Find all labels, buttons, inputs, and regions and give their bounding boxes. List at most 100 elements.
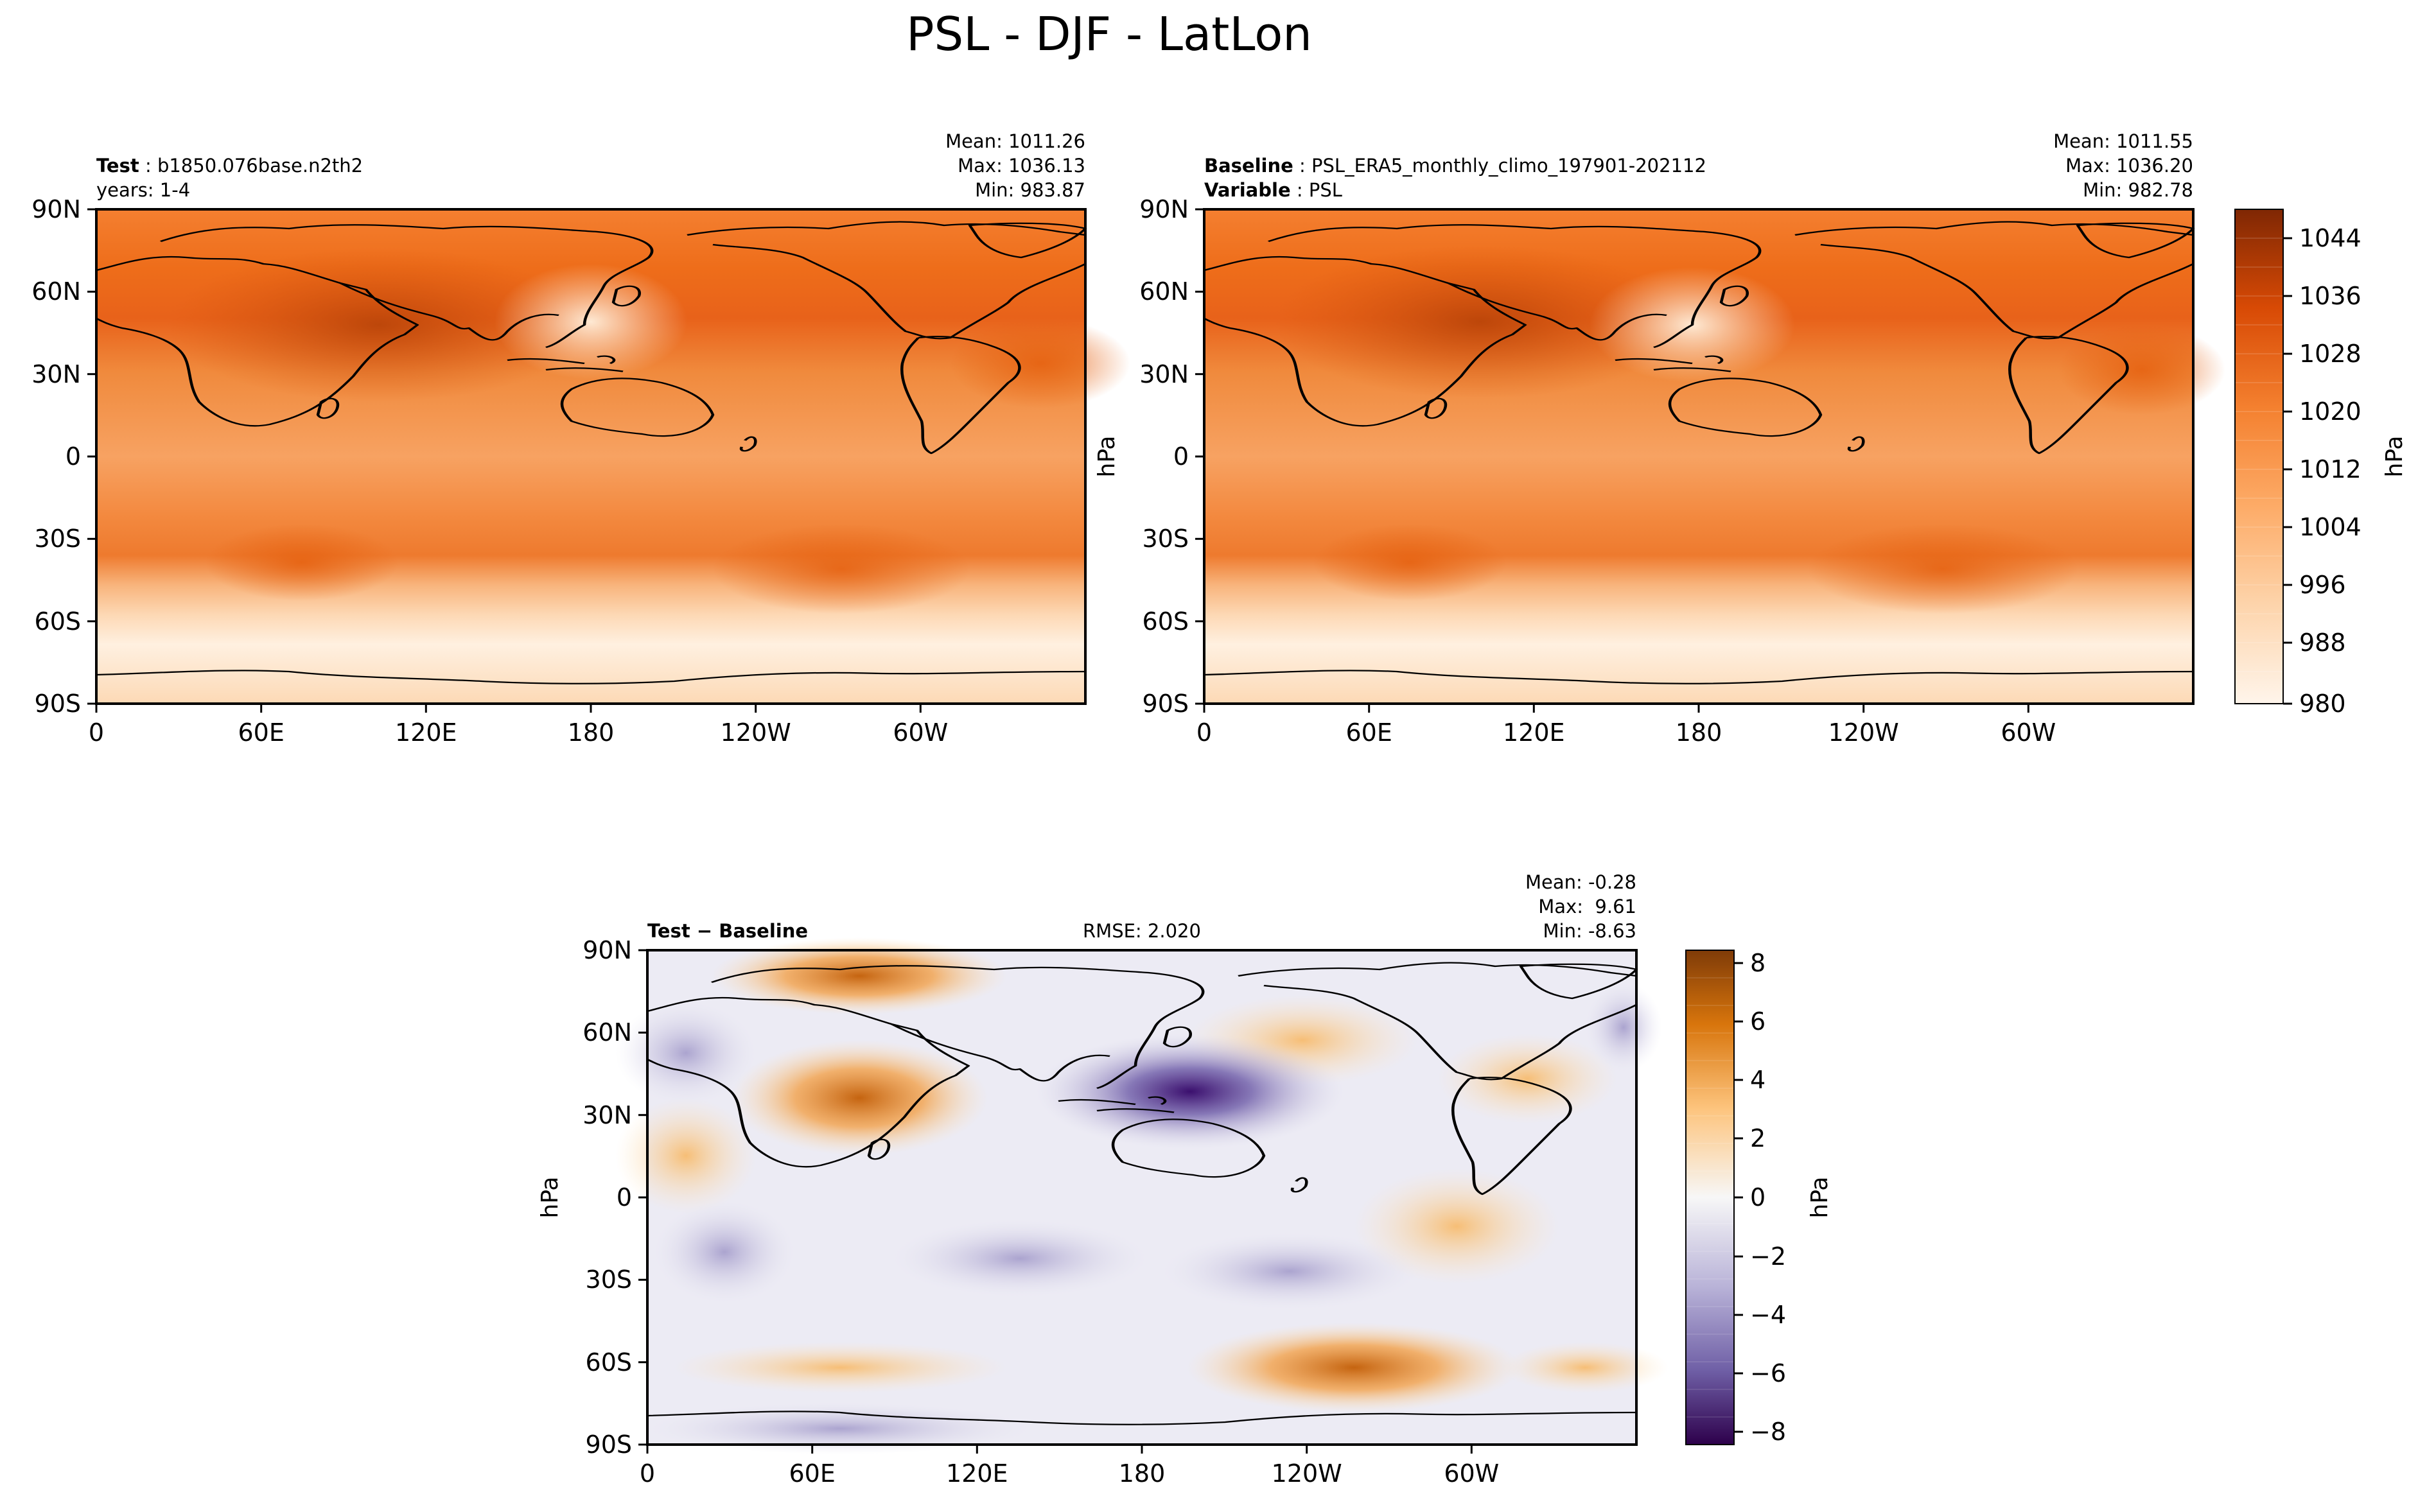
diff-x-axis	[646, 1445, 1473, 1454]
diff-arctic-positive	[712, 937, 1007, 1014]
test-x-tick-label: 60E	[238, 718, 285, 747]
test-x-tick-label: 60W	[893, 718, 948, 747]
diff-so-positive-2	[673, 1342, 1007, 1393]
colorbar-main-tick-label: 996	[2299, 571, 2346, 599]
diff-stat-min: Min: -8.63	[1543, 920, 1636, 942]
test-panel: 0 60E 120E 180 120W 60W 90N 60N 30N 0 30…	[31, 130, 1130, 747]
test-y-tick-label: 60S	[35, 607, 81, 636]
colorbar-main-tick-label: 1028	[2299, 340, 2361, 368]
colorbar-main-tick-label: 1020	[2299, 397, 2361, 426]
baseline-panel: 0 60E 120E 180 120W 60W 90N 60N 30N 0 30…	[1094, 130, 2225, 747]
baseline-y-tick-label: 90N	[1139, 195, 1189, 223]
test-x-tick-label: 0	[89, 718, 104, 747]
baseline-y-tick-label: 60N	[1139, 277, 1189, 306]
baseline-x-tick-label: 180	[1676, 718, 1722, 747]
colorbar-main-tick-label: 1036	[2299, 282, 2361, 310]
diff-atl-positive	[1437, 1034, 1617, 1124]
baseline-y-tick-label: 30S	[1143, 525, 1189, 553]
test-y-tick-label: 30S	[35, 525, 81, 553]
figure-title: PSL - DJF - LatLon	[906, 7, 1312, 61]
baseline-ylabel: hPa	[1094, 436, 1120, 478]
colorbar-diff-tick-label: 2	[1750, 1124, 1765, 1152]
baseline-stat-mean: Mean: 1011.55	[2053, 130, 2193, 152]
colorbar-main-tick-label: 1044	[2299, 224, 2361, 252]
diff-x-tick-label: 120W	[1272, 1459, 1342, 1488]
diff-x-tick-label: 60W	[1444, 1459, 1499, 1488]
diff-rmse: RMSE: 2.020	[1083, 920, 1201, 942]
baseline-variable-value: PSL	[1309, 179, 1342, 201]
colorbar-main-tick-label: 980	[2299, 690, 2346, 718]
baseline-variable-key: Variable	[1204, 179, 1291, 201]
diff-sp-negative	[1161, 1233, 1418, 1310]
colorbar-diff-ticks	[1734, 962, 1743, 1433]
baseline-x-tick-label: 0	[1196, 718, 1212, 747]
colorbar-main-fill	[2235, 209, 2283, 704]
baseline-label-value: PSL_ERA5_monthly_climo_197901-202112	[1311, 155, 1706, 177]
colorbar-diff-tick-label: 8	[1750, 949, 1765, 977]
test-y-tick-label: 30N	[31, 360, 81, 388]
diff-y-tick-label: 0	[617, 1183, 632, 1212]
colorbar-diff-tick-label: −6	[1750, 1359, 1786, 1387]
test-pacific-high-s	[713, 524, 970, 614]
diff-y-tick-label: 90N	[583, 936, 632, 964]
diff-pacific-negative	[1036, 1034, 1344, 1149]
test-stat-mean: Mean: 1011.26	[945, 130, 1085, 152]
baseline-stat-min: Min: 982.78	[2083, 179, 2193, 201]
colorbar-diff-fill	[1686, 950, 1734, 1445]
baseline-pacific-high-s	[1808, 524, 2078, 614]
baseline-x-axis	[1203, 704, 2029, 713]
baseline-y-axis	[1195, 208, 1204, 705]
colorbar-diff-label: hPa	[1807, 1177, 1833, 1219]
diff-y-tick-label: 60S	[586, 1348, 632, 1377]
diff-so-positive-3	[1502, 1342, 1669, 1393]
test-y-tick-label: 0	[66, 442, 81, 471]
test-stat-max: Max: 1036.13	[958, 155, 1085, 177]
diff-stat-mean: Mean: -0.28	[1525, 871, 1636, 893]
diff-sa-negative	[654, 1201, 795, 1303]
diff-header-label: Test − Baseline	[647, 920, 808, 942]
test-x-tick-label: 120W	[721, 718, 791, 747]
colorbar-diff-tick-label: 6	[1750, 1007, 1765, 1036]
test-y-tick-label: 90S	[35, 690, 81, 718]
test-y-axis	[87, 208, 96, 705]
colorbar-main-ticks	[2283, 237, 2292, 705]
baseline-header-label: Baseline : PSL_ERA5_monthly_climo_197901…	[1204, 155, 1706, 177]
diff-y-tick-label: 30S	[586, 1265, 632, 1294]
diff-y-tick-label: 30N	[583, 1101, 632, 1129]
baseline-y-tick-label: 0	[1173, 442, 1189, 471]
baseline-stat-max: Max: 1036.20	[2065, 155, 2193, 177]
baseline-x-tick-label: 60W	[2001, 718, 2056, 747]
baseline-indian-high-s	[1313, 524, 1506, 601]
diff-x-tick-label: 60E	[789, 1459, 836, 1488]
test-header-label: Test : b1850.076base.n2th2	[96, 155, 363, 177]
baseline-y-tick-label: 90S	[1143, 690, 1189, 718]
test-azores-high	[951, 318, 1130, 408]
colorbar-diff: 8 6 4 2 0 −2 −4 −6 −8 hPa	[1685, 949, 1833, 1446]
diff-africa-positive	[615, 1098, 757, 1213]
colorbar-main: 1044 1036 1028 1020 1012 1004 996 988 98…	[2234, 209, 2408, 718]
diff-e-negative	[1585, 982, 1662, 1072]
colorbar-diff-bands	[1686, 977, 1734, 1418]
baseline-azores-high	[2058, 325, 2225, 415]
test-years: years: 1-4	[96, 179, 190, 201]
colorbar-diff-tick-label: 4	[1750, 1066, 1765, 1094]
test-label-value: b1850.076base.n2th2	[157, 155, 363, 177]
baseline-x-tick-label: 60E	[1346, 718, 1392, 747]
test-x-axis	[95, 704, 922, 713]
baseline-x-tick-label: 120W	[1828, 718, 1899, 747]
test-y-tick-label: 60N	[31, 277, 81, 306]
baseline-siberian-high	[1275, 245, 1686, 399]
colorbar-main-label: hPa	[2381, 436, 2408, 478]
baseline-label-key: Baseline	[1204, 155, 1293, 177]
baseline-variable: Variable : PSL	[1204, 179, 1342, 201]
diff-antarctic-negative	[647, 1403, 1033, 1454]
diff-panel: 0 60E 120E 180 120W 60W 90N 60N 30N 0 30…	[537, 871, 1669, 1488]
diff-stat-max: Max: 9.61	[1538, 896, 1636, 917]
diff-x-tick-label: 180	[1119, 1459, 1166, 1488]
diff-ylabel: hPa	[537, 1177, 563, 1219]
diff-y-tick-label: 60N	[583, 1018, 632, 1047]
colorbar-diff-tick-label: −4	[1750, 1301, 1786, 1329]
colorbar-main-bands	[2235, 238, 2283, 672]
diff-y-axis	[638, 949, 647, 1446]
